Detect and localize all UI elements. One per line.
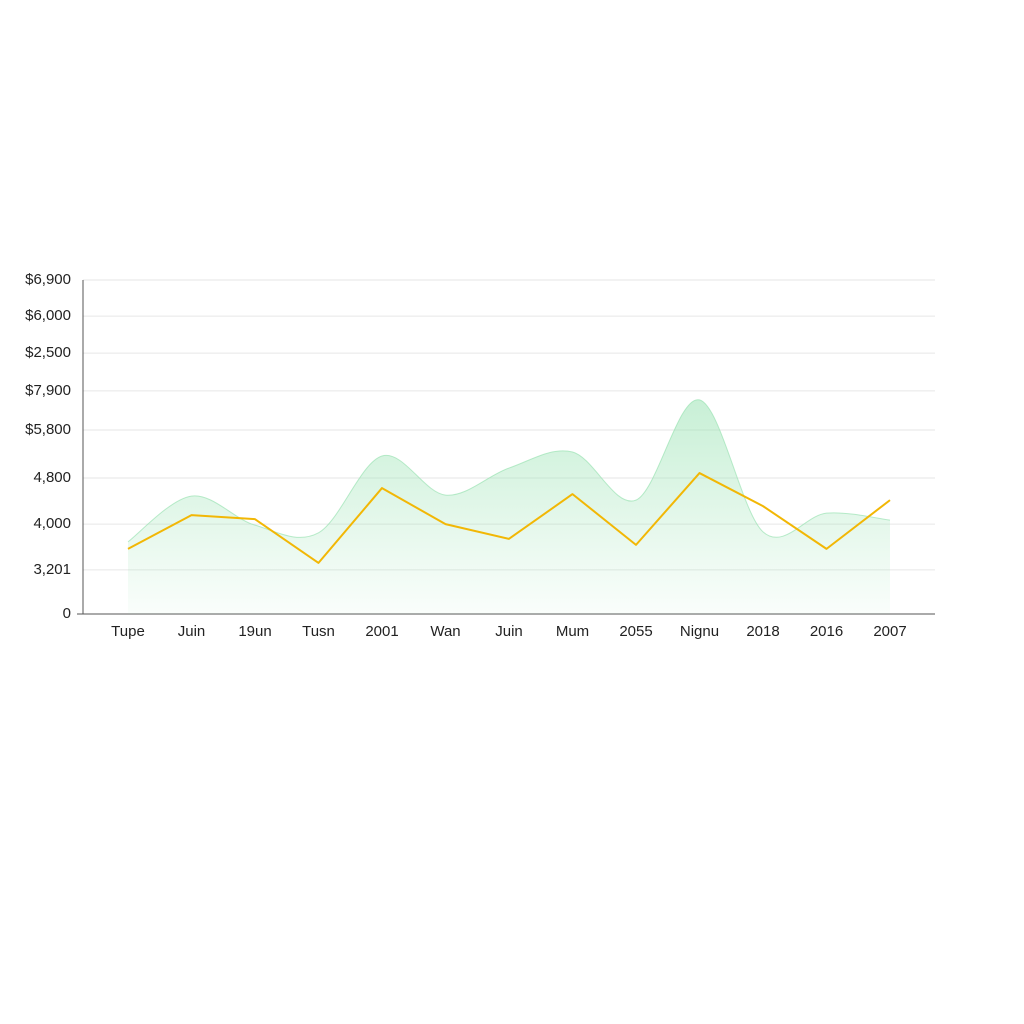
x-tick-label: Juin — [178, 623, 206, 640]
y-tick-label: $6,000 — [25, 307, 71, 324]
x-tick-label: Mum — [556, 623, 589, 640]
x-tick-label: 2055 — [619, 623, 652, 640]
area — [128, 399, 890, 614]
x-tick-label: 2007 — [873, 623, 906, 640]
line — [127, 472, 891, 564]
x-tick-label: 19un — [238, 623, 271, 640]
x-tick-label: 2016 — [810, 623, 843, 640]
x-tick-label: 2001 — [365, 623, 398, 640]
y-tick-label: 4,000 — [33, 515, 71, 532]
x-tick-label: Tusn — [302, 623, 335, 640]
area-edge — [127, 399, 891, 543]
y-tick-label: 0 — [63, 605, 71, 622]
y-tick-label: $6,900 — [25, 271, 71, 288]
y-tick-label: 3,201 — [33, 561, 71, 578]
y-tick-label: $7,900 — [25, 382, 71, 399]
x-tick-label: 2018 — [746, 623, 779, 640]
x-tick-label: Wan — [430, 623, 460, 640]
y-tick-label: $5,800 — [25, 421, 71, 438]
y-tick-label: 4,800 — [33, 469, 71, 486]
y-tick-label: $2,500 — [25, 344, 71, 361]
x-tick-label: Juin — [495, 623, 523, 640]
x-tick-label: Nignu — [680, 623, 719, 640]
x-tick-label: Tupe — [111, 623, 145, 640]
